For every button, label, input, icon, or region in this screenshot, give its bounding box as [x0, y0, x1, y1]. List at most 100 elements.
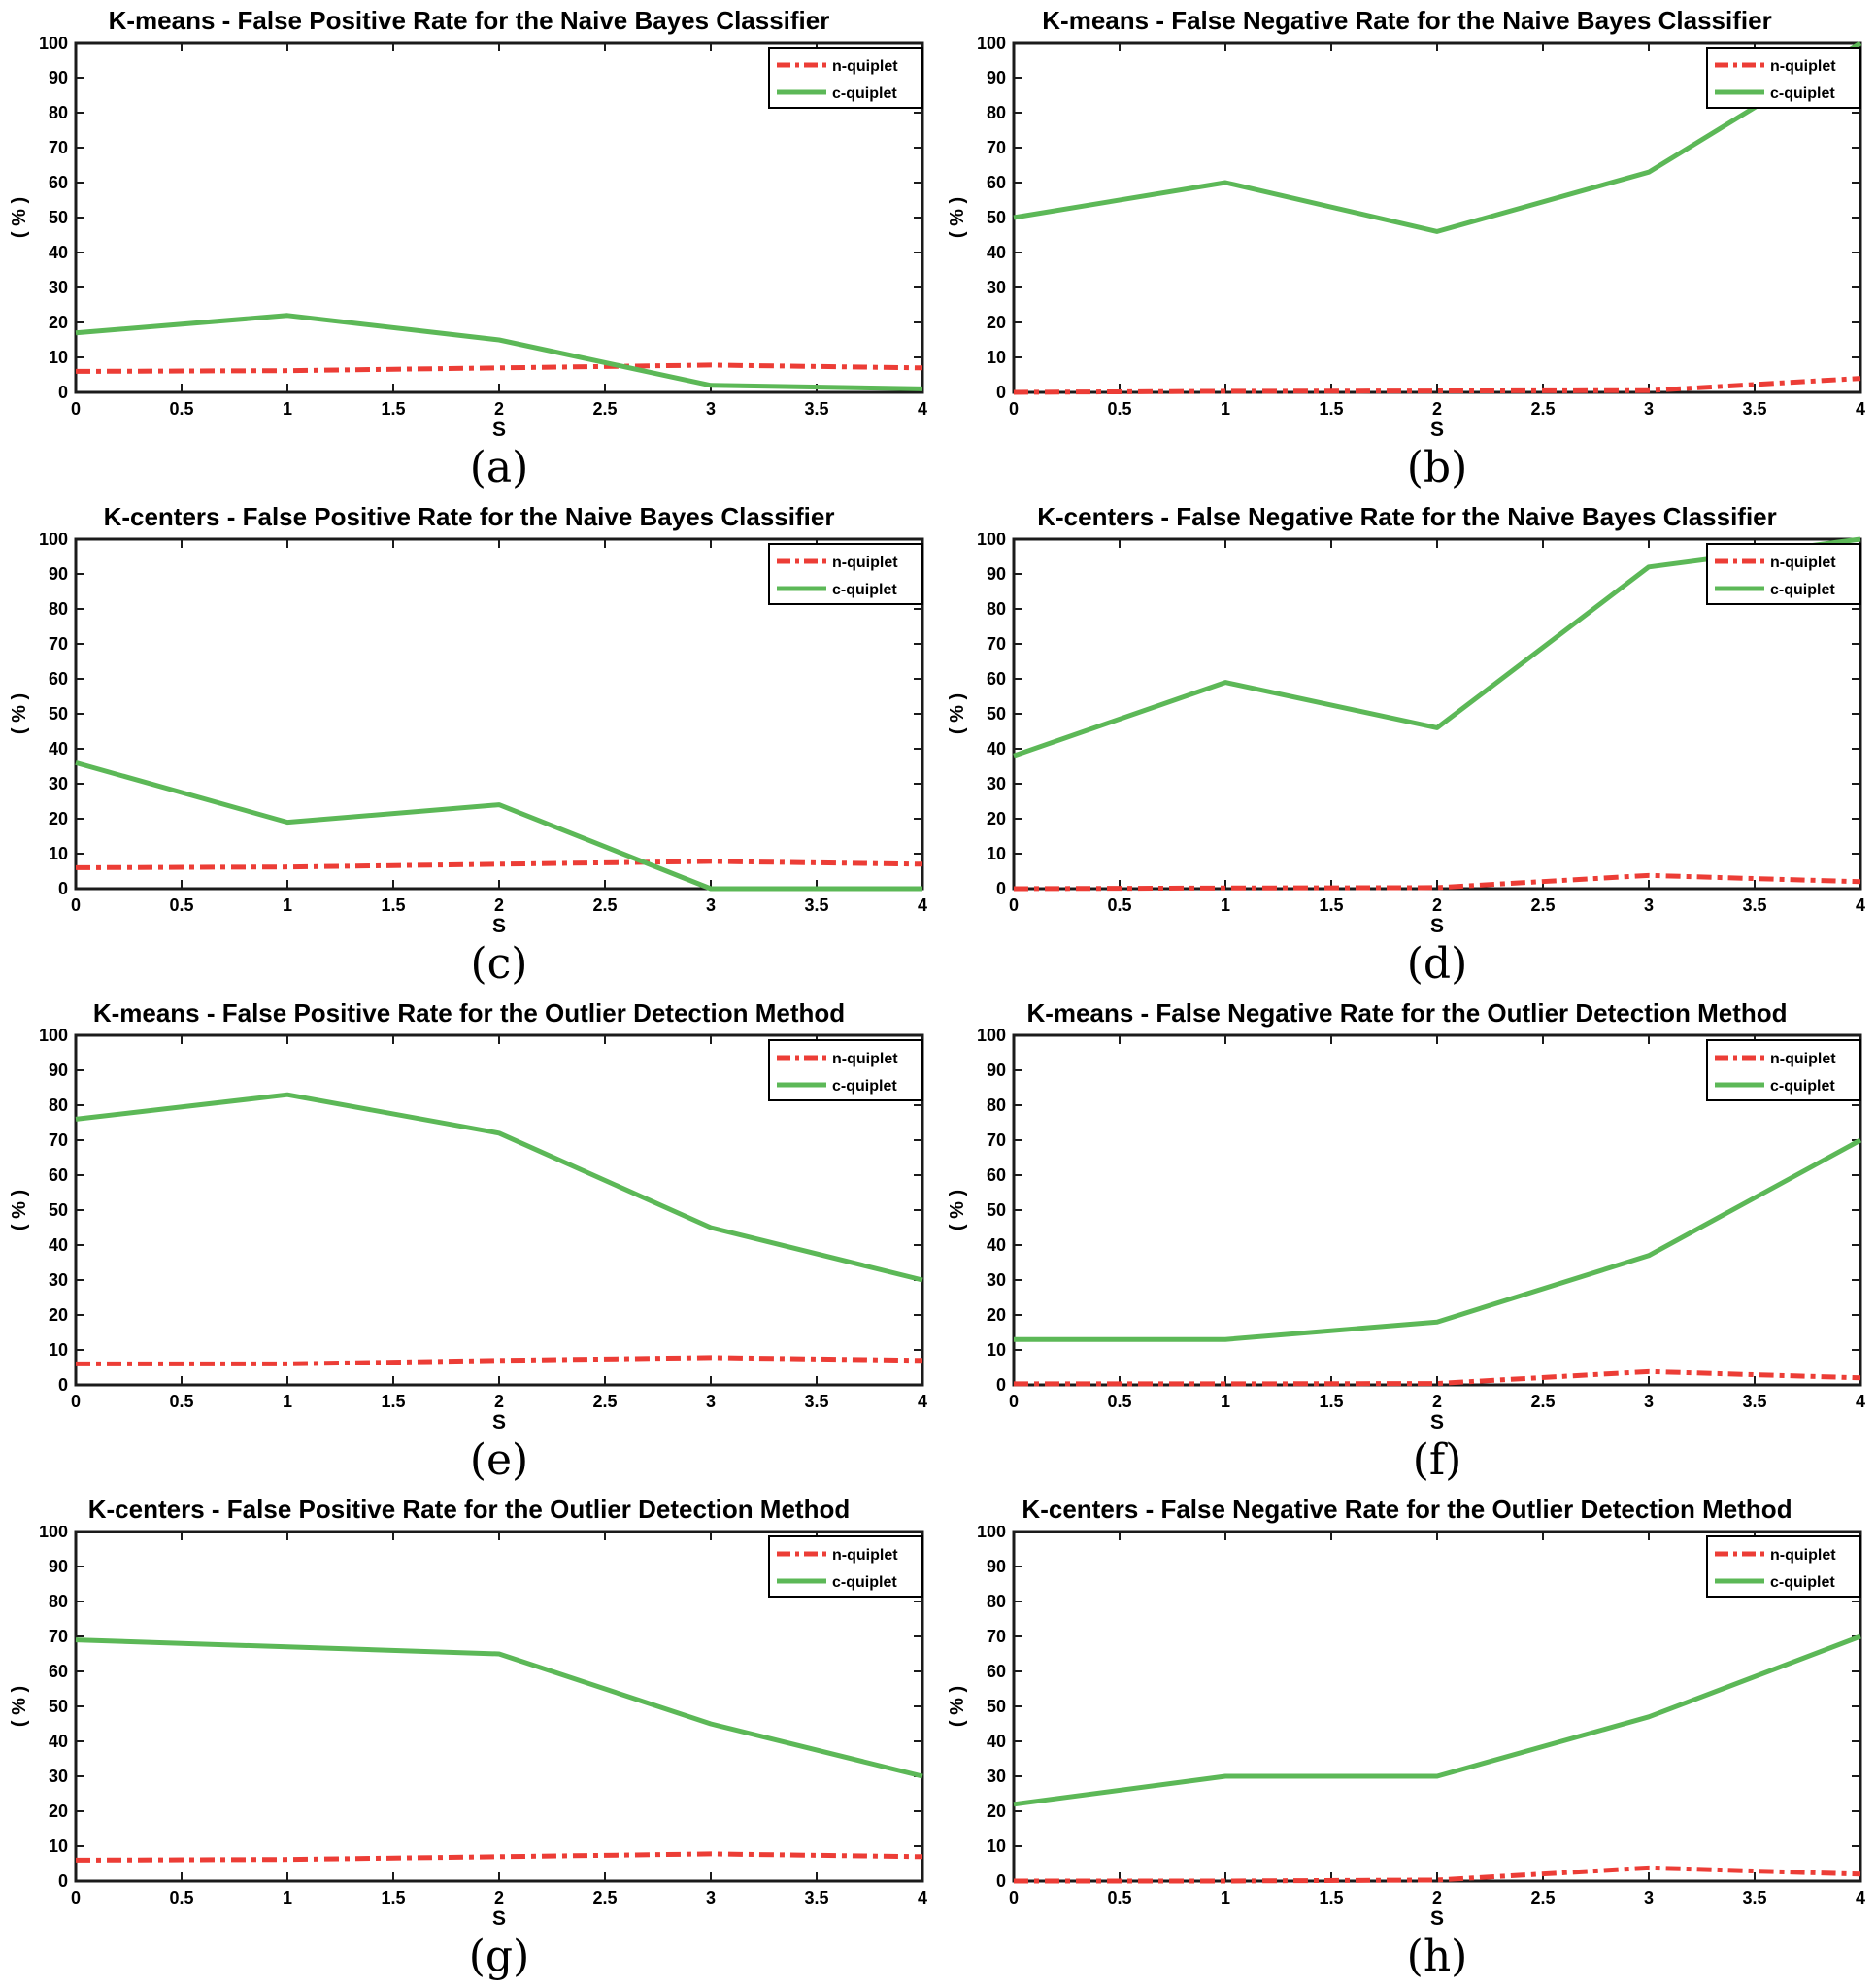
legend-label: c-quiplet	[1770, 1574, 1835, 1591]
x-tick-label: 2	[494, 1888, 504, 1907]
y-axis-label: ( % )	[947, 197, 968, 238]
chart-svg: 0 0.5 1 1.5 2 2.5 3 3.5 40102030405060708090100S…	[9, 37, 927, 441]
legend-box	[768, 543, 923, 605]
legend-box	[1706, 543, 1861, 605]
chart-plot-area: 0 0.5 1 1.5 2 2.5 3 3.5 4 0 10 20 30 40 50 60 70 80 90 100 S…	[0, 37, 938, 443]
y-tick-label: 70	[49, 1627, 68, 1646]
x-tick-label: 3.5	[1742, 1888, 1766, 1907]
x-axis-label: S	[1430, 915, 1444, 937]
y-tick-label: 50	[49, 208, 68, 227]
legend-box	[1706, 1535, 1861, 1598]
x-tick-label: 0.5	[169, 399, 193, 419]
y-tick-label: 50	[987, 1200, 1006, 1220]
y-tick-label: 90	[49, 564, 68, 584]
y-axis-label: ( % )	[9, 197, 30, 238]
y-tick-label: 20	[987, 1305, 1006, 1325]
x-tick-label: 3.5	[1742, 1392, 1766, 1411]
x-tick-label: 3	[706, 1888, 716, 1907]
y-tick-label: 80	[49, 1592, 68, 1611]
y-tick-label: 100	[39, 1029, 68, 1045]
y-tick-label: 70	[49, 1130, 68, 1150]
x-tick-label: 4	[1856, 399, 1865, 419]
legend-box	[1706, 1039, 1861, 1101]
chart-plot-area: 0 0.5 1 1.5 2 2.5 3 3.5 4 0 10 20 30 40 50 60 70 80 90 100 S…	[0, 533, 938, 939]
x-tick-label: 0	[71, 1888, 81, 1907]
y-tick-label: 10	[49, 844, 68, 863]
x-tick-label: 3	[706, 1392, 716, 1411]
legend: n-quiplet c-quiplet	[768, 543, 923, 605]
series-line-c-quiplet	[75, 1637, 923, 1779]
chart-svg: 0 0.5 1 1.5 2 2.5 3 3.5 40102030405060708090100S…	[9, 1029, 927, 1433]
y-tick-label: 0	[996, 383, 1006, 402]
x-tick-label: 0.5	[1107, 895, 1131, 915]
x-tick-label: 3.5	[804, 1392, 828, 1411]
x-tick-label: 0.5	[1107, 399, 1131, 419]
figure-panel-g: K-centers - False Positive Rate for the …	[0, 1489, 938, 1985]
series-line-n-quiplet	[1014, 1865, 1861, 1884]
y-tick-label: 50	[987, 208, 1006, 227]
x-tick-label: 2.5	[1530, 1392, 1555, 1411]
x-tick-label: 4	[918, 895, 927, 915]
legend-label: c-quiplet	[1770, 582, 1835, 598]
y-tick-label: 30	[987, 774, 1006, 793]
y-tick-label: 40	[49, 1732, 68, 1751]
y-tick-label: 0	[58, 383, 68, 402]
chart-plot-area: 0 0.5 1 1.5 2 2.5 3 3.5 4 0 10 20 30 40 50 60 70 80 90 100 S…	[938, 1029, 1876, 1435]
y-tick-label: 60	[987, 173, 1006, 192]
legend: n-quiplet c-quiplet	[1706, 543, 1861, 605]
x-tick-label: 3	[1644, 1392, 1654, 1411]
chart-caption: (a)	[469, 443, 529, 492]
x-tick-label: 3	[1644, 895, 1654, 915]
chart-title: K-means - False Negative Rate for the Ou…	[1026, 998, 1788, 1028]
x-tick-label: 0	[71, 895, 81, 915]
x-tick-label: 3	[1644, 399, 1654, 419]
figure-panel-e: K-means - False Positive Rate for the Ou…	[0, 993, 938, 1489]
y-tick-label: 90	[49, 1557, 68, 1576]
chart-svg: 0 0.5 1 1.5 2 2.5 3 3.5 40102030405060708090100S…	[9, 533, 927, 937]
y-tick-label: 80	[49, 103, 68, 122]
x-tick-label: 1	[283, 1392, 292, 1411]
x-tick-label: 4	[918, 1888, 927, 1907]
chart-title: K-centers - False Positive Rate for the …	[103, 502, 835, 531]
x-axis-label: S	[492, 1907, 506, 1930]
y-tick-label: 90	[987, 564, 1006, 584]
x-tick-label: 0.5	[169, 1392, 193, 1411]
series-line-n-quiplet	[75, 362, 923, 374]
y-tick-label: 40	[987, 1235, 1006, 1255]
y-tick-label: 30	[49, 774, 68, 793]
y-tick-label: 10	[49, 1340, 68, 1360]
x-axis-label: S	[1430, 1907, 1444, 1930]
x-axis-label: S	[1430, 1411, 1444, 1433]
chart-caption: (e)	[469, 1435, 529, 1485]
y-tick-label: 80	[987, 599, 1006, 619]
y-tick-label: 100	[39, 533, 68, 549]
y-tick-label: 20	[49, 1305, 68, 1325]
x-tick-label: 1.5	[381, 1392, 405, 1411]
y-tick-label: 30	[987, 1270, 1006, 1290]
y-tick-label: 70	[987, 1130, 1006, 1150]
x-tick-label: 0.5	[169, 1888, 193, 1907]
chart-title: K-centers - False Negative Rate for the …	[1037, 502, 1777, 531]
y-tick-label: 30	[987, 1767, 1006, 1786]
x-axis-label: S	[1430, 419, 1444, 441]
x-tick-label: 4	[918, 399, 927, 419]
series-line-c-quiplet	[75, 759, 922, 892]
chart-title: K-means - False Negative Rate for the Na…	[1042, 6, 1772, 35]
legend-label: c-quiplet	[1770, 85, 1835, 102]
chart-svg: 0 0.5 1 1.5 2 2.5 3 3.5 40102030405060708090100S…	[9, 1526, 927, 1930]
x-tick-label: 1.5	[1319, 1888, 1343, 1907]
x-tick-label: 2	[1432, 399, 1442, 419]
y-tick-label: 0	[996, 879, 1006, 898]
y-axis-label: ( % )	[947, 1686, 968, 1727]
series-line-n-quiplet	[1013, 376, 1861, 395]
y-tick-label: 60	[987, 1165, 1006, 1185]
y-tick-label: 80	[49, 599, 68, 619]
legend-box	[768, 1039, 923, 1101]
x-tick-label: 0.5	[169, 895, 193, 915]
y-tick-label: 60	[49, 1165, 68, 1185]
legend: n-quiplet c-quiplet	[1706, 47, 1861, 109]
legend-label: n-quiplet	[1770, 1051, 1836, 1067]
chart-plot-area: 0 0.5 1 1.5 2 2.5 3 3.5 4 0 10 20 30 40 50 60 70 80 90 100 S…	[938, 1526, 1876, 1932]
series-line-n-quiplet	[75, 1851, 923, 1863]
y-tick-label: 70	[987, 1627, 1006, 1646]
